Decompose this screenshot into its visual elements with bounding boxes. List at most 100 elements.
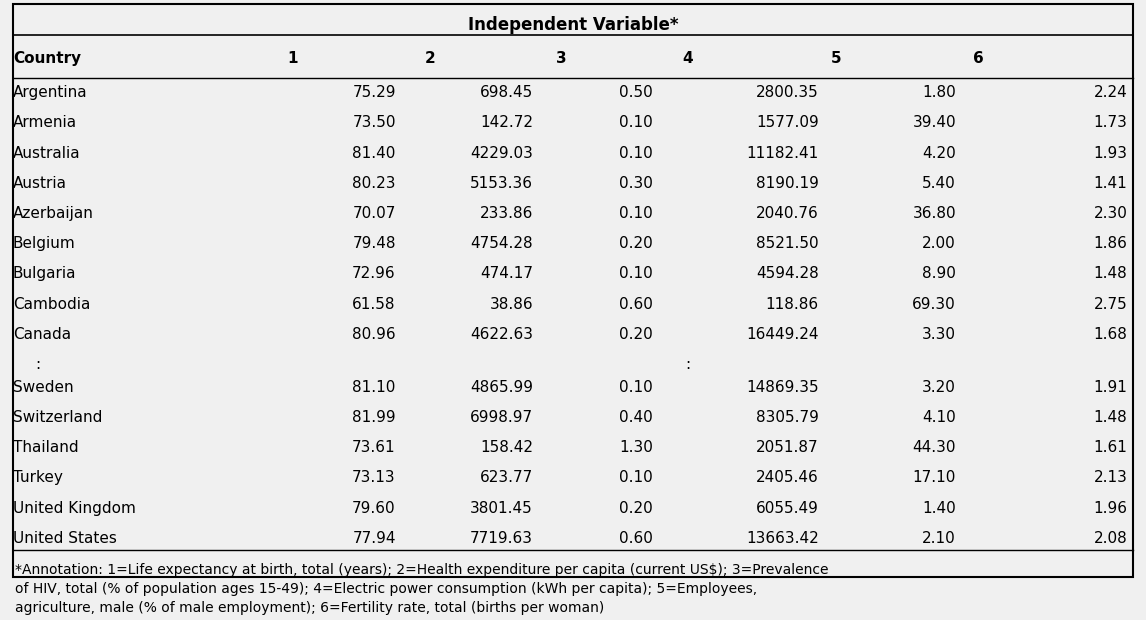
Text: 79.60: 79.60 (352, 500, 395, 516)
Text: 77.94: 77.94 (352, 531, 395, 546)
Text: United States: United States (13, 531, 117, 546)
Text: 1.61: 1.61 (1093, 440, 1128, 455)
Text: 81.10: 81.10 (353, 379, 395, 395)
Text: 17.10: 17.10 (912, 471, 956, 485)
Text: 2.08: 2.08 (1093, 531, 1128, 546)
Text: 158.42: 158.42 (480, 440, 533, 455)
Text: 72.96: 72.96 (352, 267, 395, 281)
Text: 2.24: 2.24 (1093, 85, 1128, 100)
Text: 2.10: 2.10 (923, 531, 956, 546)
Text: Azerbaijan: Azerbaijan (13, 206, 94, 221)
Text: 2: 2 (425, 51, 435, 66)
Text: 0.20: 0.20 (619, 327, 653, 342)
Text: 142.72: 142.72 (480, 115, 533, 130)
Text: 4: 4 (682, 51, 692, 66)
Text: :: : (685, 357, 690, 372)
Text: 0.10: 0.10 (619, 471, 653, 485)
Text: 1.80: 1.80 (923, 85, 956, 100)
Text: 75.29: 75.29 (352, 85, 395, 100)
Text: 73.13: 73.13 (352, 471, 395, 485)
Text: 1.30: 1.30 (619, 440, 653, 455)
Text: 79.48: 79.48 (352, 236, 395, 251)
Text: Thailand: Thailand (13, 440, 78, 455)
Text: Turkey: Turkey (13, 471, 63, 485)
Text: 4754.28: 4754.28 (470, 236, 533, 251)
Text: 36.80: 36.80 (912, 206, 956, 221)
Text: 6998.97: 6998.97 (470, 410, 533, 425)
Text: 2.30: 2.30 (1093, 206, 1128, 221)
Text: 4865.99: 4865.99 (470, 379, 533, 395)
Text: 81.40: 81.40 (353, 146, 395, 161)
Text: 698.45: 698.45 (480, 85, 533, 100)
Text: 0.60: 0.60 (619, 531, 653, 546)
Text: 16449.24: 16449.24 (746, 327, 818, 342)
Text: Canada: Canada (13, 327, 71, 342)
Text: 80.23: 80.23 (352, 175, 395, 191)
Text: 4.20: 4.20 (923, 146, 956, 161)
Text: 2.13: 2.13 (1093, 471, 1128, 485)
Text: 5.40: 5.40 (923, 175, 956, 191)
Text: 70.07: 70.07 (353, 206, 395, 221)
Text: 623.77: 623.77 (480, 471, 533, 485)
Text: 1.73: 1.73 (1093, 115, 1128, 130)
Text: 0.30: 0.30 (619, 175, 653, 191)
Text: 5: 5 (831, 51, 841, 66)
Text: 474.17: 474.17 (480, 267, 533, 281)
Text: 73.61: 73.61 (352, 440, 395, 455)
Text: 1.68: 1.68 (1093, 327, 1128, 342)
Text: 118.86: 118.86 (766, 296, 818, 312)
Text: 1.48: 1.48 (1093, 410, 1128, 425)
Text: 2051.87: 2051.87 (756, 440, 818, 455)
Text: 8521.50: 8521.50 (756, 236, 818, 251)
Text: 5153.36: 5153.36 (470, 175, 533, 191)
Text: 1.93: 1.93 (1093, 146, 1128, 161)
Text: 6: 6 (973, 51, 984, 66)
Text: 44.30: 44.30 (912, 440, 956, 455)
Text: 2800.35: 2800.35 (756, 85, 818, 100)
Text: Austria: Austria (13, 175, 66, 191)
Text: Australia: Australia (13, 146, 80, 161)
Text: Sweden: Sweden (13, 379, 73, 395)
Text: 3.20: 3.20 (923, 379, 956, 395)
Text: 81.99: 81.99 (352, 410, 395, 425)
Text: 0.10: 0.10 (619, 206, 653, 221)
Text: 0.20: 0.20 (619, 500, 653, 516)
Text: 8.90: 8.90 (923, 267, 956, 281)
Text: 0.50: 0.50 (619, 85, 653, 100)
Text: Switzerland: Switzerland (13, 410, 102, 425)
Text: 0.60: 0.60 (619, 296, 653, 312)
Text: 1: 1 (288, 51, 298, 66)
Text: Country: Country (13, 51, 81, 66)
Text: 0.20: 0.20 (619, 236, 653, 251)
Text: Armenia: Armenia (13, 115, 77, 130)
Text: 1.91: 1.91 (1093, 379, 1128, 395)
Text: 39.40: 39.40 (912, 115, 956, 130)
Text: 3: 3 (556, 51, 567, 66)
Text: Independent Variable*: Independent Variable* (468, 16, 678, 34)
Text: 4622.63: 4622.63 (470, 327, 533, 342)
Text: 6055.49: 6055.49 (756, 500, 818, 516)
Text: 61.58: 61.58 (352, 296, 395, 312)
Text: 73.50: 73.50 (352, 115, 395, 130)
Text: 1577.09: 1577.09 (756, 115, 818, 130)
Text: Argentina: Argentina (13, 85, 87, 100)
Text: 0.10: 0.10 (619, 379, 653, 395)
Text: 3801.45: 3801.45 (470, 500, 533, 516)
Text: Cambodia: Cambodia (13, 296, 91, 312)
Text: 233.86: 233.86 (480, 206, 533, 221)
Text: 2405.46: 2405.46 (756, 471, 818, 485)
Text: 0.10: 0.10 (619, 146, 653, 161)
Text: 13663.42: 13663.42 (746, 531, 818, 546)
Text: United Kingdom: United Kingdom (13, 500, 135, 516)
Text: 8190.19: 8190.19 (756, 175, 818, 191)
Text: 11182.41: 11182.41 (746, 146, 818, 161)
Text: Belgium: Belgium (13, 236, 76, 251)
Text: 8305.79: 8305.79 (756, 410, 818, 425)
Text: 4594.28: 4594.28 (756, 267, 818, 281)
Text: 1.86: 1.86 (1093, 236, 1128, 251)
Text: 69.30: 69.30 (912, 296, 956, 312)
Text: 38.86: 38.86 (489, 296, 533, 312)
Text: Bulgaria: Bulgaria (13, 267, 77, 281)
Text: 2.75: 2.75 (1093, 296, 1128, 312)
Text: 2.00: 2.00 (923, 236, 956, 251)
